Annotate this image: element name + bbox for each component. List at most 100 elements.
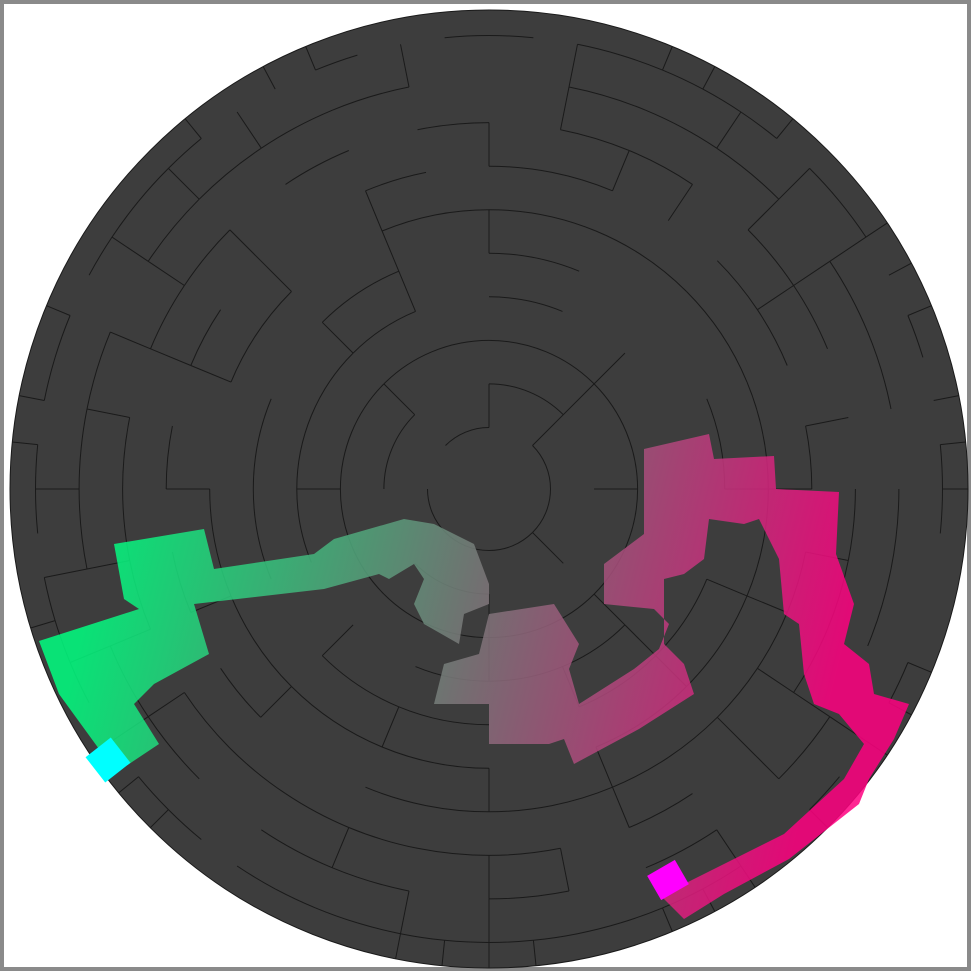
maze-wall-arc [54,315,71,358]
maze-wall-arc [488,805,553,813]
path-segment-outer-left [39,519,489,774]
maze-wall-arc [488,890,570,900]
maze-wall-arc [488,209,597,232]
maze-wall-arc [122,417,131,490]
maze-wall-radial [184,118,202,139]
maze-wall-radial [12,441,38,446]
maze-wall-radial [593,352,626,385]
maze-wall-arc [417,122,490,131]
maze-wall-arc [829,261,869,333]
maze-wall-arc [183,229,231,286]
maze-wall-radial [260,686,292,718]
maze-wall-arc [620,907,663,924]
maze-wall-arc [321,655,399,708]
maze-wall-arc [560,129,630,151]
maze-wall-arc [686,291,748,383]
maze-wall-arc [261,109,333,149]
maze-wall-radial [305,46,316,71]
maze-wall-radial [321,624,354,657]
maze-wall-radial [702,66,716,90]
maze-wall-radial [747,747,780,780]
maze-wall-radial [150,348,191,366]
maze-wall-radial [381,230,400,272]
maze-wall-arc [939,444,943,490]
maze-wall-arc [593,383,639,490]
maze-wall-radial [757,667,794,693]
maze-walls [12,35,968,968]
maze-wall-radial [793,692,831,718]
maze-wall-radial [262,66,276,90]
maze-wall-radial [110,331,151,350]
maze-wall-arc [310,352,354,416]
maze-wall-radial [19,395,45,401]
maze-wall-arc [488,252,580,272]
maze-wall-radial [365,190,383,232]
maze-wall-radial [568,44,578,88]
maze-wall-arc [809,168,840,202]
maze-wall-arc [315,54,358,71]
maze-wall-radial [593,593,626,626]
maze-wall-arc [147,716,200,780]
circular-maze[interactable] [4,4,971,975]
maze-wall-radial [940,441,966,446]
maze-wall-arc [702,88,742,113]
maze-wall-radial [532,940,537,966]
maze-wall-arc [296,415,312,490]
maze-wall-radial [562,383,595,416]
maze-wall-arc [612,756,669,788]
maze-wall-arc [595,230,687,292]
maze-wall-radial [190,365,232,383]
maze-wall-arc [645,829,717,869]
maze-wall-radial [260,260,292,292]
maze-wall-radial [793,260,831,286]
maze-wall-arc [86,331,111,410]
maze-wall-radial [398,271,416,312]
maze-wall-radial [706,578,748,597]
maze-wall-arc [150,285,185,349]
maze-wall-radial [383,383,416,416]
maze-wall-arc [78,408,88,490]
maze-wall-arc [291,686,383,748]
maze-wall-arc [198,147,262,200]
maze-wall-radial [400,890,410,934]
maze-wall-arc [261,829,333,869]
maze-wall-radial [149,809,169,829]
maze-wall-arc [488,339,595,385]
maze-wall-arc [551,786,613,807]
maze-wall-radial [662,46,673,71]
solution-path [39,434,909,919]
maze-wall-arc [620,54,663,71]
maze-wall-radial [381,706,400,748]
maze-wall-arc [568,86,647,111]
maze-wall-arc [778,716,831,780]
maze-wall-radial [907,305,932,316]
maze-wall-radial [716,111,742,149]
maze-wall-arc [365,786,427,807]
maze-wall-arc [321,270,399,323]
maze-wall-arc [629,150,693,185]
maze-wall-radial [44,568,88,578]
maze-wall-arc [348,827,418,849]
maze-wall-radial [805,417,849,427]
maze-wall-arc [577,43,621,56]
maze-wall-arc [88,236,113,276]
maze-wall-arc [488,847,561,856]
maze-wall-radial [667,184,693,221]
maze-wall-arc [645,109,717,149]
maze-wall-arc [230,291,292,383]
maze-wall-arc [111,200,139,238]
maze-wall-radial [30,620,56,629]
maze-wall-radial [612,787,630,828]
end-marker[interactable] [647,859,689,901]
maze-wall-radial [907,662,932,673]
maze-wall-radial [532,532,564,564]
maze-wall-radial [147,692,185,718]
maze-wall-arc [488,35,534,39]
maze-wall-arc [381,746,490,769]
start-marker[interactable] [85,737,131,783]
maze-wall-arc [331,867,410,892]
maze-wall-radial [747,198,780,231]
maze-wall-radial [118,776,139,794]
maze-wall-arc [43,357,56,401]
maze-wall-arc [315,907,358,924]
